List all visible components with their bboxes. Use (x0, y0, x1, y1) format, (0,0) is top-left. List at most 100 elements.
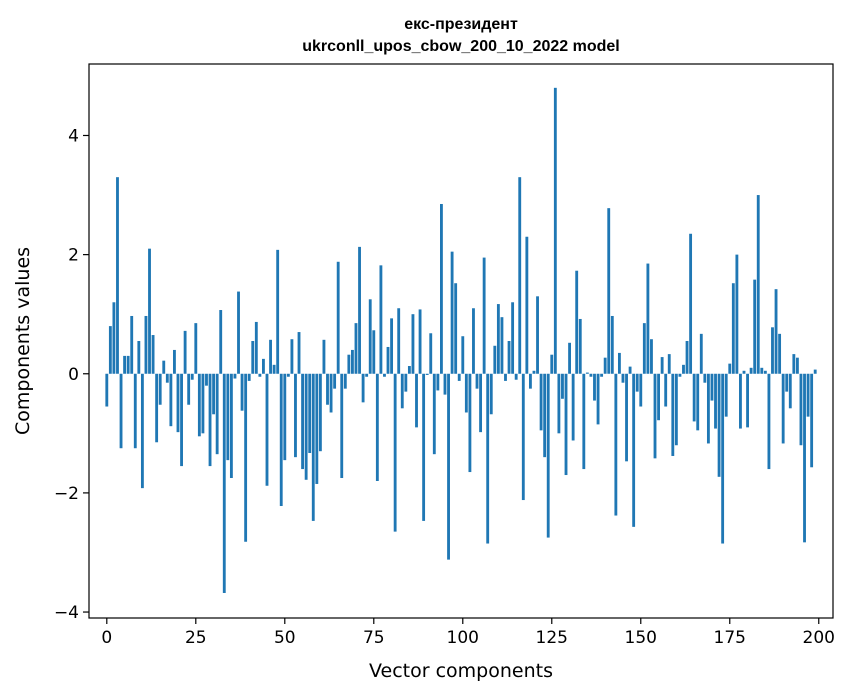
bar-component-93 (436, 373, 440, 391)
bar-component-167 (699, 333, 703, 374)
bar-component-157 (664, 373, 668, 407)
bar-component-177 (735, 254, 739, 374)
bar-component-104 (475, 373, 479, 389)
bar-component-142 (610, 315, 614, 374)
bar-component-37 (237, 291, 240, 374)
bar-component-137 (593, 373, 596, 401)
x-axis-ticks: 0 25 50 75 100 125 150 175 200 (101, 618, 835, 648)
bar-component-184 (760, 367, 764, 374)
bar-component-79 (386, 346, 390, 374)
bar-component-160 (674, 373, 678, 446)
bar-component-6 (126, 355, 130, 374)
bar-component-12 (148, 248, 151, 374)
bar-component-130 (568, 342, 571, 374)
bar-component-134 (582, 373, 586, 470)
bar-component-161 (678, 373, 682, 377)
bar-component-107 (486, 373, 490, 544)
bar-component-186 (767, 373, 771, 470)
bar-component-14 (155, 373, 159, 443)
bar-component-117 (521, 373, 525, 501)
bar-component-162 (682, 364, 685, 374)
bar-component-166 (696, 373, 700, 431)
bar-component-96 (447, 373, 450, 560)
bar-component-52 (290, 339, 294, 374)
bar-component-81 (393, 373, 397, 532)
bar-component-145 (621, 373, 625, 383)
bar-component-147 (628, 366, 632, 374)
bar-component-84 (404, 373, 408, 392)
bar-component-99 (457, 373, 461, 381)
bar-component-185 (763, 370, 767, 374)
bar-component-106 (482, 257, 486, 374)
plot-area-frame (88, 63, 834, 619)
bar-component-181 (749, 367, 753, 374)
bar-component-39 (244, 373, 248, 542)
bar-component-29 (208, 373, 212, 467)
bar-component-64 (333, 373, 337, 389)
x-tick-label: 200 (803, 628, 835, 648)
chart-title-line-2: ukrconll_upos_cbow_200_10_2022 model (302, 38, 619, 55)
bar-component-88 (418, 309, 422, 374)
y-tick-label: −4 (54, 603, 79, 623)
bar-component-97 (450, 251, 454, 374)
bar-component-0 (105, 373, 109, 407)
bar-component-164 (689, 233, 693, 374)
bar-component-53 (294, 373, 297, 458)
bar-component-23 (187, 373, 191, 405)
bar-component-193 (792, 354, 796, 374)
bar-component-125 (550, 354, 554, 374)
bar-component-133 (578, 318, 582, 374)
bar-component-46 (269, 339, 272, 374)
x-tick-label: 150 (625, 628, 657, 648)
bar-component-198 (810, 373, 814, 468)
bar-component-36 (233, 373, 237, 379)
y-axis-ticks: −4 −2 0 2 4 (54, 126, 89, 623)
bar-component-22 (183, 330, 187, 374)
bar-component-21 (180, 373, 183, 467)
bar-component-131 (571, 373, 575, 441)
y-tick-label: 0 (68, 365, 79, 385)
bar-component-68 (347, 354, 351, 374)
bar-component-165 (692, 373, 696, 422)
bar-component-60 (318, 373, 322, 452)
bar-component-111 (500, 317, 504, 374)
bar-component-135 (585, 372, 589, 374)
bar-component-113 (507, 341, 511, 374)
bar-component-129 (564, 373, 568, 476)
bar-component-105 (479, 373, 483, 433)
bar-component-85 (407, 366, 411, 374)
bar-component-58 (311, 373, 315, 521)
bar-component-115 (514, 373, 518, 380)
bar-component-86 (411, 314, 415, 374)
bar-component-154 (653, 373, 657, 459)
bar-component-146 (625, 373, 628, 462)
bar-component-182 (753, 279, 757, 374)
bar-component-20 (176, 373, 180, 433)
bar-component-54 (297, 332, 301, 374)
bar-component-110 (496, 304, 500, 374)
bar-component-71 (358, 246, 361, 374)
bar-component-188 (774, 289, 778, 374)
bar-component-187 (771, 327, 774, 374)
bar-component-169 (706, 373, 710, 444)
bar-component-92 (432, 373, 436, 455)
bar-component-103 (472, 308, 475, 374)
bar-component-140 (603, 357, 607, 374)
bar-component-11 (144, 315, 148, 374)
bar-component-178 (739, 373, 742, 429)
bar-component-59 (315, 373, 319, 484)
bar-component-172 (717, 373, 721, 477)
bar-component-158 (667, 354, 671, 374)
bar-component-116 (518, 177, 522, 374)
bar-component-192 (788, 373, 792, 409)
bar-component-25 (194, 323, 198, 374)
bar-component-42 (254, 321, 258, 374)
bar-component-94 (440, 203, 443, 374)
bar-component-76 (375, 373, 379, 481)
bar-component-138 (596, 373, 600, 425)
bar-component-7 (130, 315, 134, 374)
bar-component-34 (226, 373, 230, 461)
bar-component-67 (343, 373, 347, 389)
bar-component-143 (614, 373, 618, 516)
bar-component-15 (158, 373, 162, 405)
